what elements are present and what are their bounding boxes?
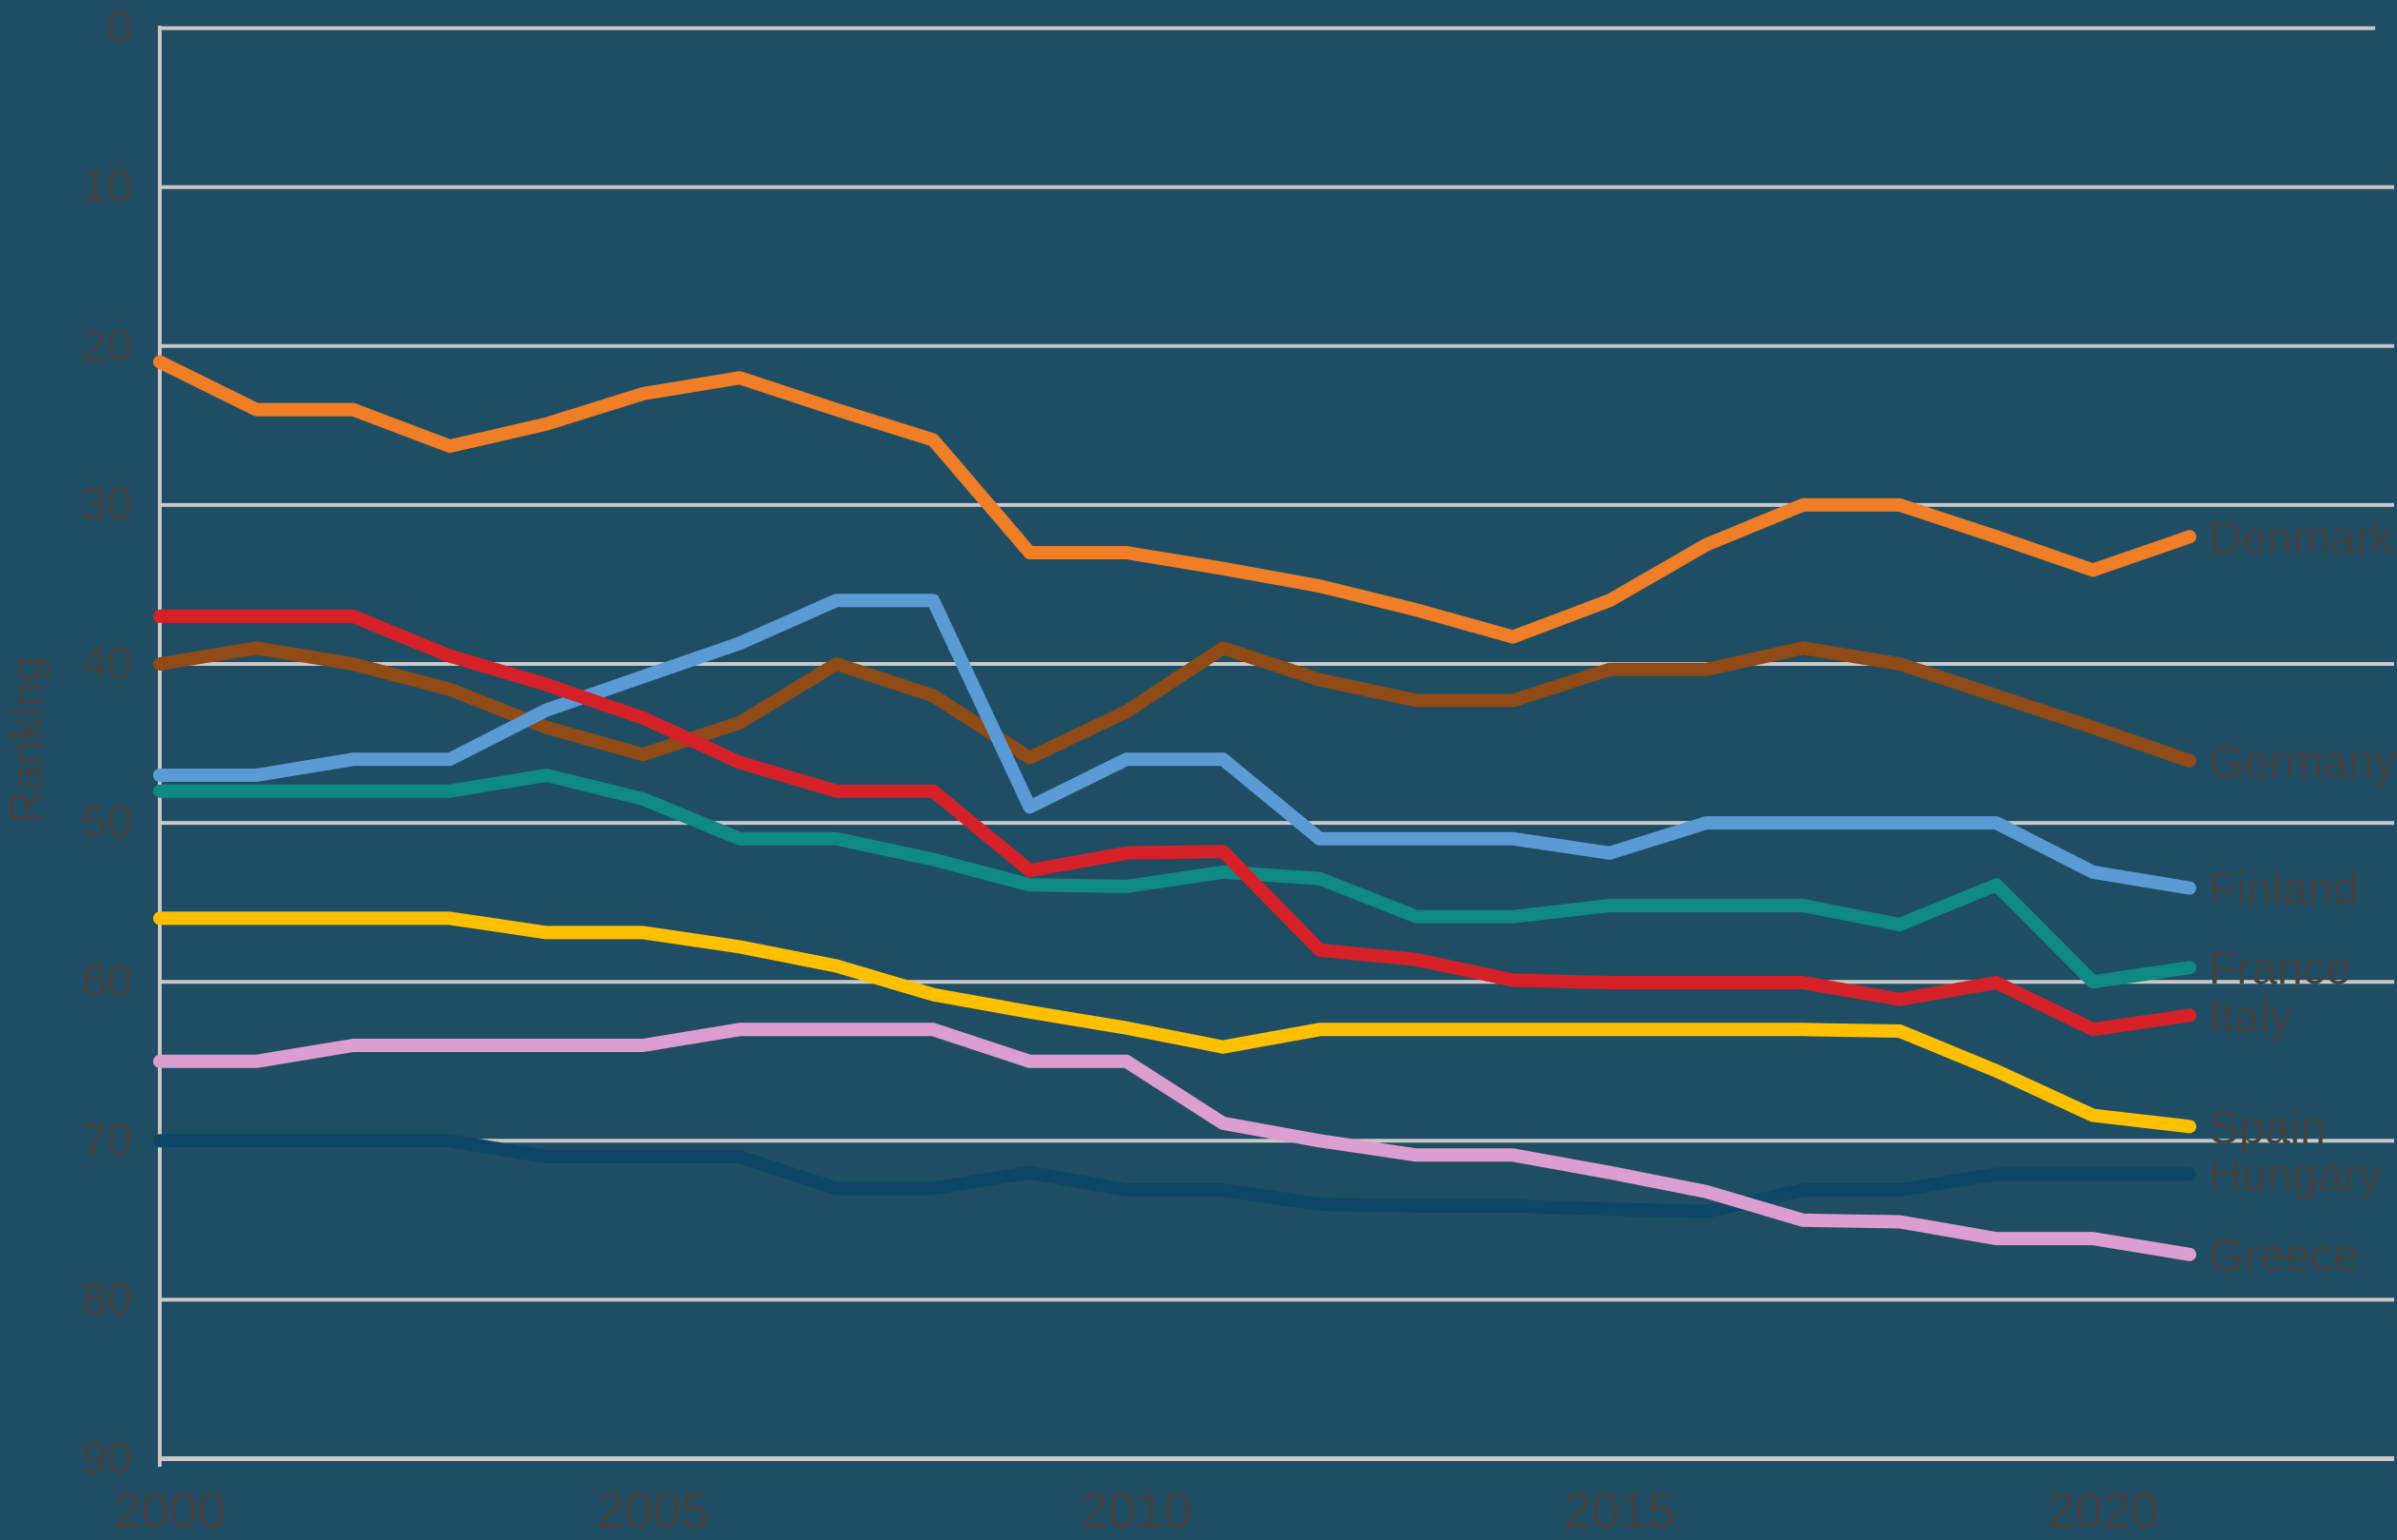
svg-text:70: 70 [82,1115,132,1165]
svg-text:Hungary: Hungary [2209,1150,2381,1200]
svg-text:Germany: Germany [2209,737,2396,788]
svg-text:0: 0 [107,3,132,53]
svg-text:Italy: Italy [2209,991,2292,1042]
svg-text:France: France [2209,944,2350,994]
svg-text:80: 80 [82,1274,132,1324]
svg-text:20: 20 [82,321,132,371]
svg-text:Spain: Spain [2209,1102,2326,1153]
svg-text:30: 30 [82,479,132,530]
svg-text:60: 60 [82,956,132,1006]
svg-text:2010: 2010 [1080,1483,1192,1535]
svg-text:Denmark: Denmark [2209,513,2395,563]
svg-text:2005: 2005 [596,1483,709,1535]
svg-text:40: 40 [82,638,132,689]
svg-text:10: 10 [82,162,132,212]
svg-text:Greece: Greece [2209,1231,2358,1281]
svg-text:Finland: Finland [2209,865,2358,915]
svg-text:2020: 2020 [2046,1483,2158,1535]
svg-text:50: 50 [82,797,132,848]
svg-text:90: 90 [82,1433,132,1484]
svg-text:2015: 2015 [1563,1483,1675,1535]
svg-text:Ranking: Ranking [2,656,52,824]
svg-text:2000: 2000 [113,1483,225,1535]
